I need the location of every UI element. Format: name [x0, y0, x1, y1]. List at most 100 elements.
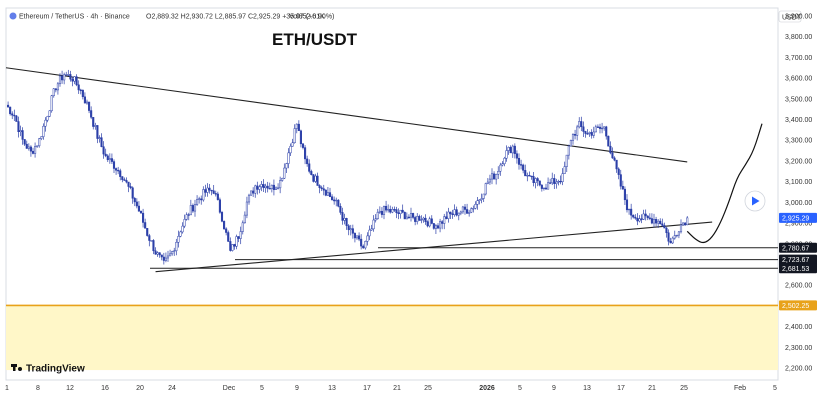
candle: [395, 209, 398, 213]
candle: [513, 145, 516, 154]
candle: [613, 157, 616, 161]
candle: [480, 198, 483, 201]
candle: [21, 130, 24, 140]
candle: [212, 190, 215, 194]
candle: [162, 256, 165, 261]
level-price-label-bg: [779, 254, 817, 265]
candle: [447, 211, 450, 219]
candle: [565, 154, 568, 167]
candle: [584, 131, 587, 134]
candle: [56, 83, 59, 91]
candle: [511, 145, 514, 154]
candle: [474, 204, 477, 209]
y-tick-label: 3,900.00: [785, 14, 812, 21]
candle: [42, 125, 45, 137]
candle: [571, 134, 575, 141]
candle: [449, 211, 452, 215]
candle: [227, 232, 230, 242]
candle: [472, 208, 475, 210]
y-tick-label: 3,200.00: [785, 158, 812, 165]
candle: [522, 164, 525, 171]
candle: [532, 176, 535, 183]
candle: [669, 240, 672, 244]
x-tick-label: 17: [617, 385, 625, 392]
tradingview-logo[interactable]: TradingView: [11, 364, 85, 375]
candle: [154, 250, 157, 255]
candle: [301, 143, 305, 148]
candle: [281, 178, 284, 181]
candle: [293, 128, 296, 143]
currency-tag[interactable]: [778, 10, 802, 23]
candle: [538, 180, 541, 186]
candle: [144, 222, 147, 229]
candle: [54, 88, 57, 91]
candle: [397, 212, 400, 214]
candle: [655, 219, 658, 224]
level-price-label-bg: [779, 263, 817, 274]
candle: [617, 168, 620, 175]
candle: [443, 216, 446, 224]
candle: [247, 194, 251, 203]
candle: [661, 223, 664, 226]
candle: [341, 212, 344, 221]
candle: [592, 131, 595, 136]
symbol-header[interactable]: Ethereum / TetherUS · 4h · Binance O2,88…: [9, 12, 335, 21]
candle: [312, 174, 315, 182]
candle: [684, 222, 687, 226]
candle: [225, 228, 228, 233]
candle: [501, 163, 504, 166]
candle: [387, 208, 390, 211]
candle: [466, 209, 469, 214]
time-axis[interactable]: 1 8 12 16 20 24 Dec 5 9 13 17 21 25 2026 5 9 13 17 21 25 Feb…: [5, 385, 777, 392]
play-button[interactable]: [744, 190, 766, 212]
candle: [646, 215, 649, 219]
candle: [426, 221, 429, 227]
candle: [239, 231, 242, 239]
candle: [98, 137, 101, 139]
candle: [314, 175, 317, 182]
candle: [650, 218, 653, 224]
candle: [268, 188, 271, 190]
candle: [123, 179, 126, 181]
candle: [241, 222, 244, 232]
candle: [524, 170, 527, 177]
candle: [594, 126, 597, 133]
candle: [534, 178, 537, 183]
candle: [574, 134, 577, 136]
candle: [677, 231, 680, 236]
candle: [331, 196, 334, 201]
candle: [181, 225, 184, 233]
candle: [245, 201, 248, 216]
brand-name: TradingView: [26, 364, 85, 375]
candle: [102, 146, 105, 155]
candle: [206, 187, 209, 193]
candle: [152, 240, 155, 252]
candle: [243, 214, 246, 224]
x-tick-label: 2026: [479, 385, 495, 392]
candle: [470, 208, 473, 213]
candle: [428, 218, 431, 227]
candle: [117, 169, 120, 172]
candle: [628, 208, 631, 211]
candle: [272, 184, 275, 190]
y-tick-label: 2,400.00: [785, 324, 812, 331]
x-tick-label: 5: [773, 385, 777, 392]
candle: [169, 253, 172, 257]
candle: [108, 158, 111, 161]
candle: [559, 180, 562, 183]
candle: [189, 205, 192, 216]
candle: [353, 233, 356, 239]
candle: [9, 106, 12, 115]
x-tick-label: 12: [66, 385, 74, 392]
candle: [657, 220, 660, 224]
candle: [609, 145, 612, 154]
candle: [509, 147, 512, 154]
candle: [94, 125, 97, 127]
candle: [289, 145, 292, 154]
candle: [191, 205, 194, 212]
candle: [177, 236, 180, 243]
x-tick-label: 25: [424, 385, 432, 392]
candle: [382, 205, 386, 215]
candle: [320, 187, 323, 189]
